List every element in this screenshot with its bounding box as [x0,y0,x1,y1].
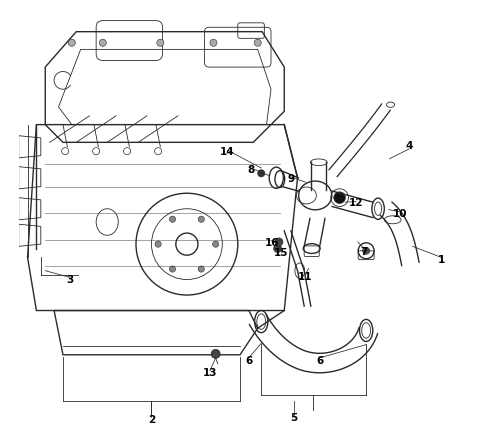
Circle shape [169,216,176,222]
Text: 13: 13 [203,369,217,378]
Circle shape [157,39,164,46]
Circle shape [274,245,282,253]
Circle shape [275,238,283,246]
Circle shape [334,192,345,203]
Text: 11: 11 [298,272,313,282]
Circle shape [210,39,217,46]
Text: 6: 6 [316,357,324,366]
Circle shape [99,39,107,46]
Text: 15: 15 [274,248,288,258]
Circle shape [258,170,265,177]
Circle shape [68,39,75,46]
Circle shape [169,266,176,272]
Circle shape [362,247,370,254]
Text: 8: 8 [248,165,255,175]
Text: 4: 4 [406,141,413,151]
Text: 14: 14 [220,147,235,157]
Text: 2: 2 [148,415,155,425]
Circle shape [211,349,220,358]
Text: 1: 1 [438,254,445,265]
Circle shape [198,266,204,272]
Circle shape [254,39,261,46]
Text: 5: 5 [290,412,298,423]
Text: 7: 7 [360,247,368,257]
Text: 6: 6 [245,357,252,366]
Circle shape [155,241,161,247]
Circle shape [198,216,204,222]
Text: 9: 9 [288,174,294,184]
Text: 12: 12 [348,198,363,208]
Circle shape [213,241,219,247]
Text: 16: 16 [264,238,279,248]
Text: 3: 3 [66,274,73,285]
Text: 10: 10 [393,209,408,219]
